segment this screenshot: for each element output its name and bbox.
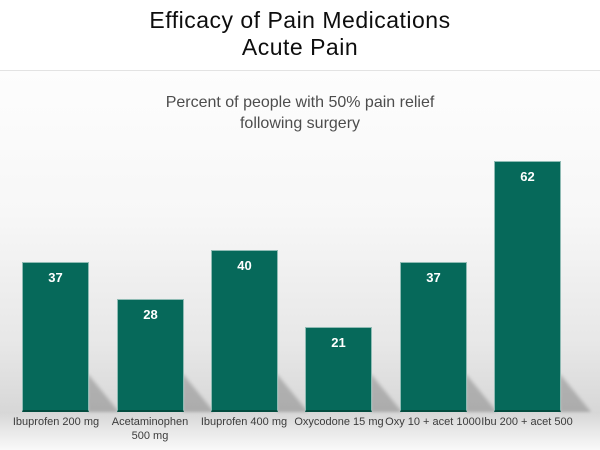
- category-label: Ibuprofen 200 mg: [12, 416, 100, 428]
- bar-value-label: 21: [331, 335, 346, 350]
- bar-floor-shadow: [560, 374, 591, 412]
- bar: 37: [400, 262, 467, 412]
- chart-subtitle-line2: following surgery: [239, 115, 361, 132]
- chart-title-line1: Efficacy of Pain Medications: [149, 7, 451, 33]
- category-label: Oxy 10 + acet 1000: [385, 416, 481, 428]
- bar: 28: [117, 299, 184, 412]
- bar: 62: [494, 161, 561, 412]
- bar-floor-shadow: [371, 374, 402, 412]
- bar-value-label: 37: [48, 270, 63, 285]
- chart-title: Efficacy of Pain Medications Acute Pain: [0, 7, 600, 61]
- chart-subtitle-line1: Percent of people with 50% pain relief: [165, 94, 435, 111]
- bar-value-label: 40: [237, 258, 252, 273]
- bar-floor-shadow: [183, 374, 214, 412]
- chart-title-line2: Acute Pain: [241, 34, 359, 60]
- bar-floor-shadow: [277, 374, 308, 412]
- bar-value-label: 62: [520, 169, 535, 184]
- category-label: Ibuprofen 400 mg: [200, 416, 288, 428]
- bar-floor-shadow: [88, 374, 119, 412]
- category-label: Oxycodone 15 mg: [294, 416, 384, 428]
- bar: 40: [211, 250, 278, 412]
- bar: 21: [305, 327, 372, 412]
- chart-subtitle: Percent of people with 50% pain relief f…: [0, 92, 600, 134]
- bar: 37: [22, 262, 89, 412]
- category-label: Ibu 200 + acet 500: [481, 416, 573, 428]
- bar-floor-shadow: [466, 374, 497, 412]
- category-label: Acetaminophen 500 mg: [111, 416, 189, 442]
- bar-value-label: 37: [426, 270, 441, 285]
- bar-value-label: 28: [143, 307, 158, 322]
